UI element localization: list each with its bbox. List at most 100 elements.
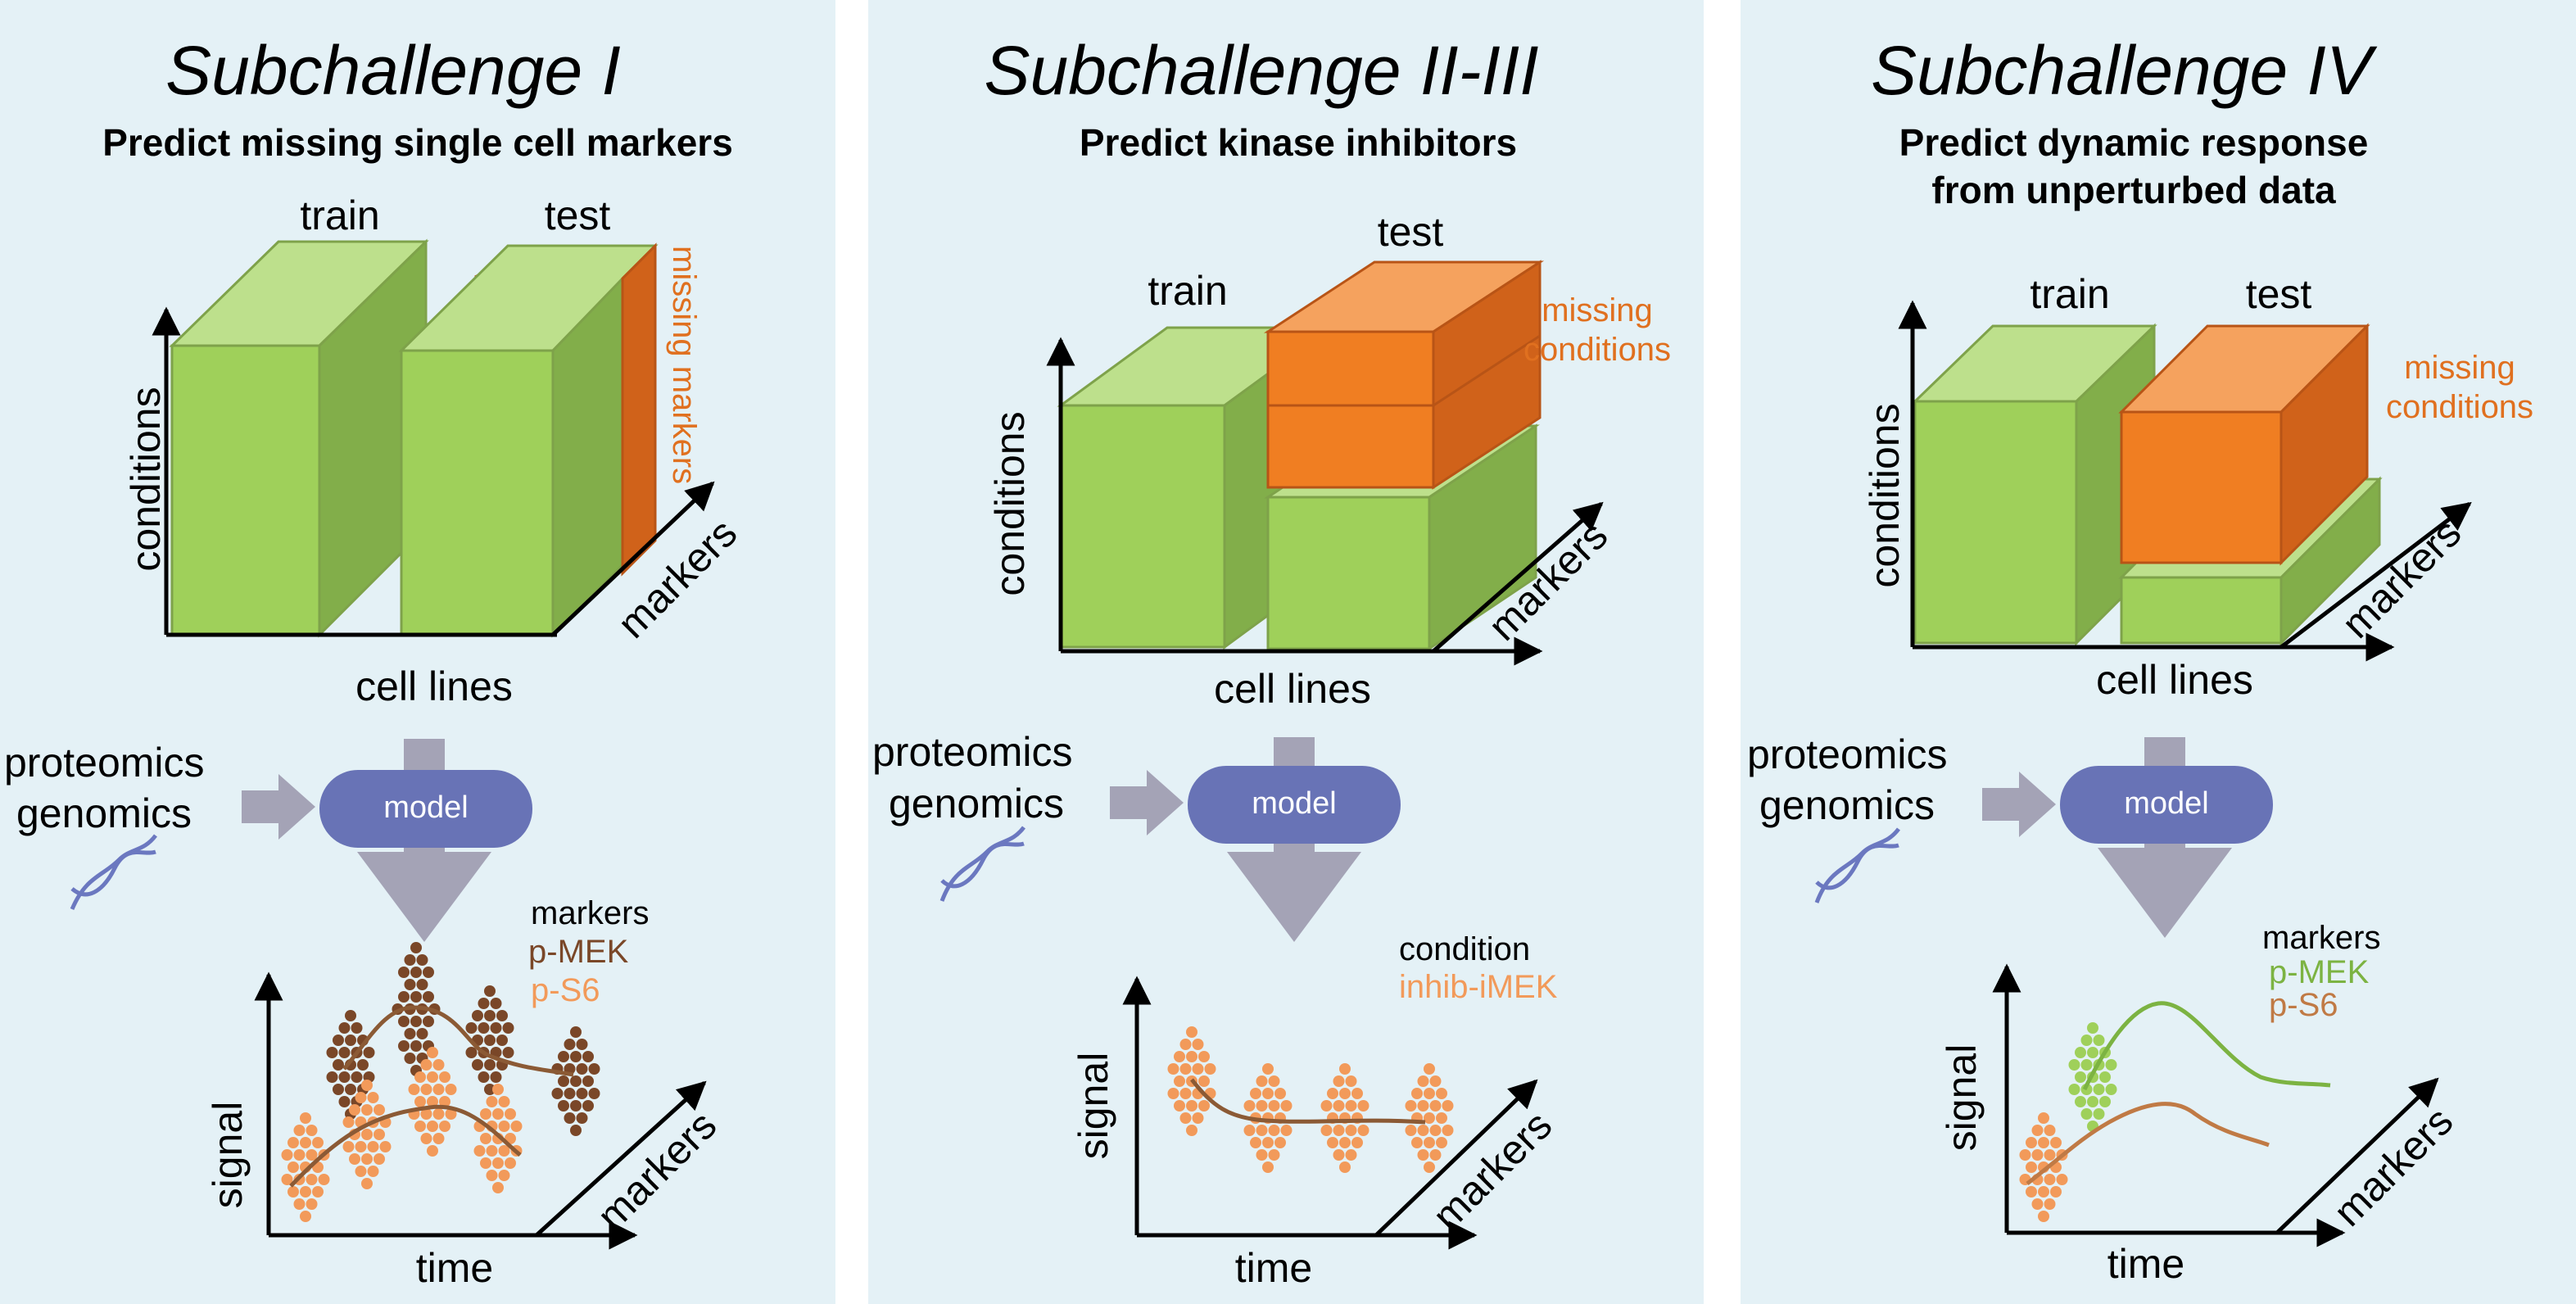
dot-inhib: [1243, 1100, 1256, 1112]
dot-ps6: [432, 1084, 445, 1095]
dot-ps6: [2038, 1211, 2049, 1222]
dot-ps6: [293, 1149, 306, 1161]
panel-1-legend-item-pmek: p-MEK: [528, 934, 629, 970]
dot-ps6: [439, 1071, 450, 1083]
dot-ps6: [505, 1108, 516, 1120]
dot-ps6: [2026, 1186, 2037, 1198]
panel-1-ps6-curve: [289, 1104, 522, 1188]
dot-pmek: [502, 1047, 514, 1058]
dot-ps6: [408, 1084, 420, 1095]
panel-2-dna-icon: [939, 826, 1025, 902]
dot-pmek: [338, 1022, 351, 1034]
dot-ps6: [439, 1121, 450, 1132]
dot-pmek: [345, 1084, 356, 1095]
dot-ps6: [510, 1121, 523, 1132]
dot-pmek: [490, 1071, 502, 1083]
dot-pmek: [410, 1040, 422, 1052]
dot-pmek: [2093, 1108, 2105, 1120]
dot-ps6: [2044, 1149, 2056, 1161]
dot-ps6: [306, 1149, 318, 1161]
dot-inhib: [1174, 1100, 1185, 1112]
dot-ps6: [498, 1170, 510, 1181]
dot-ps6: [355, 1141, 367, 1152]
dot-inhib: [1442, 1100, 1454, 1112]
dot-pmek: [582, 1051, 594, 1062]
dot-ps6: [342, 1141, 355, 1152]
panel-3-cell-lines-label: cell lines: [2096, 657, 2253, 703]
dot-pmek: [484, 985, 496, 997]
dot-ps6: [486, 1170, 498, 1181]
dot-pmek: [398, 967, 410, 978]
panel-1-test-block: [398, 242, 659, 638]
dot-inhib: [1345, 1125, 1357, 1136]
panel-1-genomics-label: genomics: [16, 790, 192, 836]
panel-1-pmek-curve: [342, 1005, 574, 1077]
panel-3-legend-item-pmek: p-MEK: [2269, 954, 2370, 990]
panel-2-legend-title: condition: [1399, 931, 1530, 967]
dot-pmek: [398, 1016, 410, 1027]
dot-inhib: [1256, 1149, 1268, 1161]
dot-inhib: [1333, 1075, 1345, 1087]
dot-ps6: [486, 1096, 498, 1107]
dot-ps6: [373, 1129, 385, 1140]
panel-1-legend-title: markers: [531, 895, 649, 931]
panel-2-model-label: model: [1252, 786, 1337, 821]
dot-inhib: [1280, 1125, 1293, 1136]
dot-inhib: [1417, 1075, 1429, 1087]
dot-pmek: [570, 1051, 582, 1062]
panel-2-z-axis: [1432, 501, 1604, 653]
panel-1-proteomics-label: proteomics: [4, 740, 205, 786]
dot-inhib: [1256, 1125, 1268, 1136]
dot-pmek: [416, 1028, 428, 1039]
panel-1-test-label: test: [545, 192, 611, 238]
dot-ps6: [361, 1080, 373, 1091]
dot-pmek: [576, 1039, 588, 1050]
dot-inhib: [1351, 1088, 1363, 1099]
dot-inhib: [1179, 1112, 1192, 1124]
panel-2-title: Subchallenge II-III: [984, 32, 1538, 109]
panel-3-dna-icon: [1814, 827, 1900, 903]
panel-1-time-label: time: [416, 1245, 493, 1291]
panel-1-model-label: model: [383, 790, 469, 825]
panel-3-train-label: train: [2030, 271, 2109, 317]
dot-inhib: [1167, 1063, 1179, 1075]
dot-ps6: [414, 1121, 426, 1132]
dot-pmek: [404, 1053, 416, 1064]
dot-inhib: [1411, 1088, 1423, 1099]
dot-ps6: [480, 1133, 491, 1144]
dot-ps6: [427, 1047, 438, 1058]
dot-ps6: [2044, 1198, 2056, 1210]
dot-ps6: [300, 1137, 311, 1148]
panel-2-side-note-line1: missing: [1542, 292, 1653, 328]
panel-3-time-label: time: [2107, 1241, 2184, 1287]
dot-ps6: [2056, 1174, 2068, 1185]
dot-pmek: [484, 1059, 496, 1071]
dot-pmek: [465, 1022, 478, 1034]
dot-pmek: [564, 1112, 576, 1124]
dot-inhib: [1262, 1137, 1274, 1148]
dot-pmek: [398, 1040, 410, 1052]
dot-inhib: [1424, 1137, 1435, 1148]
dot-pmek: [576, 1112, 588, 1124]
dot-ps6: [2038, 1186, 2049, 1198]
dot-inhib: [1320, 1125, 1333, 1136]
dot-pmek: [2068, 1084, 2080, 1095]
dot-ps6: [414, 1096, 426, 1107]
dot-pmek: [588, 1088, 600, 1099]
dot-pmek: [478, 1071, 490, 1083]
dot-ps6: [2038, 1137, 2049, 1148]
dot-pmek: [416, 979, 428, 990]
panel-3-test-label: test: [2246, 271, 2312, 317]
dot-inhib: [1351, 1137, 1363, 1148]
dot-ps6: [486, 1145, 498, 1157]
dot-ps6: [427, 1096, 438, 1107]
dot-inhib: [1339, 1088, 1351, 1099]
panel-3-legend-title: markers: [2262, 920, 2380, 956]
dot-ps6: [379, 1141, 392, 1152]
panel-2-train-label: train: [1148, 268, 1227, 314]
dot-inhib: [1268, 1100, 1280, 1112]
dot-inhib: [1186, 1125, 1197, 1136]
dot-pmek: [2093, 1035, 2105, 1046]
panel-3-z-axis: [2279, 501, 2472, 649]
dot-inhib: [1256, 1100, 1268, 1112]
